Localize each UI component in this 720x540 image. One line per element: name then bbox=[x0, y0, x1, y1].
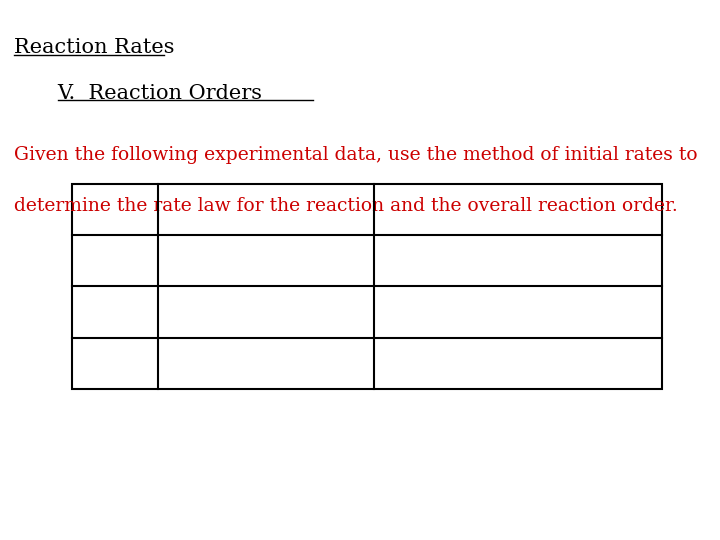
Bar bbox=[72, 184, 662, 389]
Text: determine the rate law for the reaction and the overall reaction order.: determine the rate law for the reaction … bbox=[14, 197, 678, 215]
Text: Given the following experimental data, use the method of initial rates to: Given the following experimental data, u… bbox=[14, 146, 698, 164]
Text: Reaction Rates: Reaction Rates bbox=[14, 38, 175, 57]
Text: V.  Reaction Orders: V. Reaction Orders bbox=[58, 84, 263, 103]
